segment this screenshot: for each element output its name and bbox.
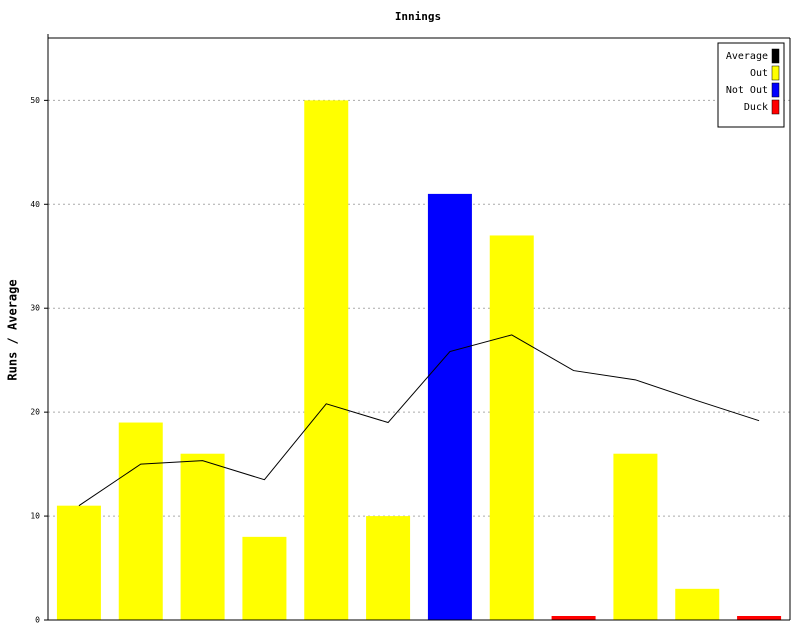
- legend-swatch: [771, 65, 780, 81]
- bar: [56, 505, 101, 620]
- bar: [304, 100, 349, 621]
- bar: [737, 616, 782, 620]
- legend-label: Duck: [744, 102, 768, 113]
- bar: [118, 422, 163, 620]
- average-line: [78, 334, 760, 507]
- bar: [613, 453, 658, 620]
- y-tick-label: 20: [30, 408, 40, 417]
- legend-label: Average: [726, 51, 768, 62]
- y-tick-label: 30: [30, 304, 40, 313]
- bar: [242, 536, 287, 620]
- legend-swatch: [771, 82, 780, 98]
- bar: [427, 193, 472, 620]
- bar: [366, 516, 411, 620]
- y-tick-label: 40: [30, 200, 40, 209]
- bar: [551, 616, 596, 620]
- legend-swatch: [771, 48, 780, 64]
- y-tick-label: 0: [35, 616, 40, 625]
- legend-swatch: [771, 99, 780, 115]
- y-tick-label: 10: [30, 512, 40, 521]
- legend-label: Not Out: [726, 85, 768, 96]
- bar: [675, 588, 720, 620]
- bar: [489, 235, 534, 620]
- bar: [180, 453, 225, 620]
- y-axis-title: Runs / Average: [6, 279, 20, 380]
- chart-title: Innings: [395, 10, 441, 23]
- legend-label: Out: [750, 68, 768, 79]
- y-tick-label: 50: [30, 96, 40, 105]
